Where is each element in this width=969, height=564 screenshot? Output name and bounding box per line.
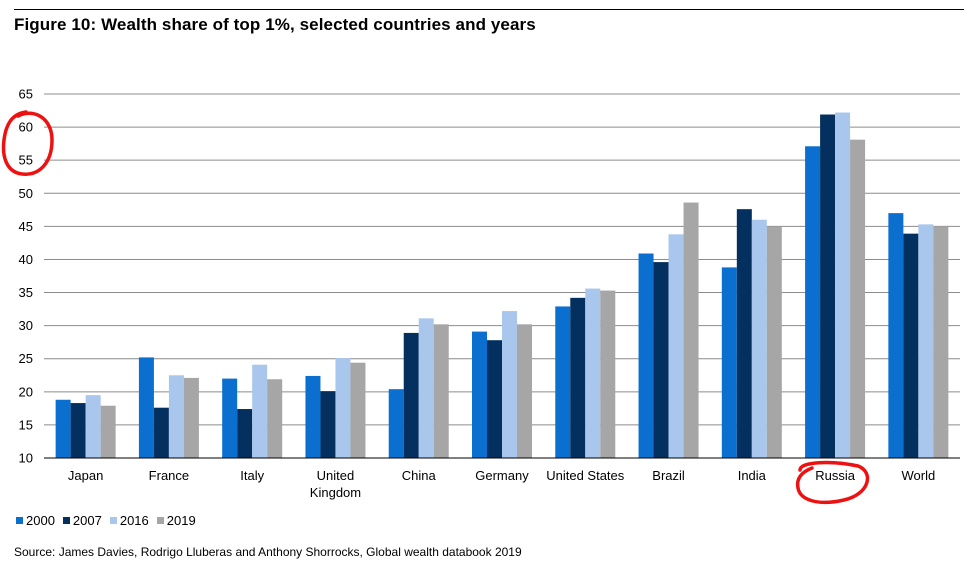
y-tick-label: 20 <box>19 384 33 399</box>
legend-item-2007: 2007 <box>62 513 102 528</box>
legend-label: 2000 <box>26 513 55 528</box>
legend-label: 2016 <box>119 513 149 528</box>
bar-2019-united-states <box>600 290 616 458</box>
bar-2019-russia <box>850 139 866 458</box>
y-axis-ticks: 10 15 20 25 30 35 40 45 50 55 60 65 <box>19 87 33 466</box>
bars <box>55 112 949 459</box>
bar-2016-germany <box>502 311 517 458</box>
bar-2019-world <box>933 226 949 458</box>
bar-2016-united-kingdom <box>335 358 351 458</box>
x-category-label: United States <box>546 468 625 483</box>
bar-2000-italy <box>222 378 238 458</box>
y-tick-label: 55 <box>19 153 33 168</box>
y-tick-label: 45 <box>19 219 33 234</box>
x-category-label: Kingdom <box>310 485 361 500</box>
source-note: Source: James Davies, Rodrigo Lluberas a… <box>14 545 522 559</box>
legend-swatch <box>16 517 23 524</box>
legend-item-2000: 2000 <box>16 513 55 528</box>
y-tick-label: 40 <box>19 252 33 267</box>
legend-item-2019: 2019 <box>156 513 196 528</box>
legend-swatch <box>109 517 117 524</box>
bar-2000-russia <box>805 146 821 458</box>
bar-2007-france <box>153 407 169 458</box>
bar-2016-japan <box>85 395 101 458</box>
bar-2019-japan <box>100 405 116 458</box>
bar-2016-brazil <box>668 234 684 458</box>
y-tick-label: 60 <box>19 120 33 135</box>
y-tick-label: 50 <box>19 186 33 201</box>
x-category-label: Brazil <box>652 468 685 483</box>
bar-2016-italy <box>252 364 268 458</box>
bar-2016-china <box>418 318 434 458</box>
red-circle-annotation-russia <box>795 460 870 505</box>
x-category-label: France <box>149 468 189 483</box>
bar-2007-united-states <box>570 297 586 458</box>
x-axis-labels: Japan France Italy United Kingdom China German… <box>68 468 935 500</box>
x-category-label: United <box>317 468 355 483</box>
x-category-label: Italy <box>240 468 264 483</box>
x-category-label: Germany <box>475 468 529 483</box>
bar-2019-china <box>433 324 449 458</box>
x-category-label: India <box>738 468 767 483</box>
bar-2019-france <box>183 377 199 458</box>
figure-title: Figure 10: Wealth share of top 1%, selec… <box>14 15 536 34</box>
bar-2016-russia <box>835 112 851 458</box>
bar-2000-world <box>888 213 904 458</box>
x-category-label: China <box>402 468 437 483</box>
bar-2007-china <box>403 332 419 458</box>
bar-2007-world <box>903 233 919 458</box>
y-tick-label: 35 <box>19 285 33 300</box>
bar-2016-france <box>168 375 184 458</box>
bar-2000-india <box>721 267 737 458</box>
bar-2000-brazil <box>638 253 654 458</box>
top-rule <box>14 9 964 10</box>
bar-2016-india <box>751 219 767 458</box>
y-tick-label: 15 <box>19 417 33 432</box>
bar-2007-germany <box>487 340 502 458</box>
bar-2000-japan <box>55 399 71 458</box>
legend-label: 2007 <box>72 513 102 528</box>
legend-swatch <box>62 517 70 524</box>
bar-2019-italy <box>267 379 283 458</box>
bar-2019-india <box>766 227 782 458</box>
legend: 2000 2007 2016 2019 <box>16 513 196 528</box>
bar-2007-russia <box>820 114 836 459</box>
y-tick-label: 30 <box>19 318 33 333</box>
red-circle-annotation-yaxis <box>1 110 54 176</box>
x-category-label: World <box>902 468 936 483</box>
y-tick-label: 25 <box>19 351 33 366</box>
x-category-label: Japan <box>68 468 103 483</box>
bar-2007-japan <box>70 403 86 458</box>
y-tick-label: 65 <box>19 87 33 102</box>
legend-item-2016: 2016 <box>109 513 149 528</box>
bar-2007-brazil <box>653 262 669 458</box>
bar-2007-united-kingdom <box>320 391 336 458</box>
bar-2000-france <box>138 357 154 458</box>
bar-2007-india <box>736 209 752 458</box>
bar-2000-germany <box>472 331 487 458</box>
bar-2016-world <box>918 224 934 458</box>
bar-2016-united-states <box>585 288 601 458</box>
y-tick-label: 10 <box>19 451 33 466</box>
bar-2007-italy <box>237 409 253 458</box>
bar-2000-united-kingdom <box>305 375 321 458</box>
bar-2000-china <box>388 389 404 458</box>
bar-2019-brazil <box>683 202 699 458</box>
x-category-label: Russia <box>815 468 856 483</box>
legend-swatch <box>156 517 164 524</box>
bar-2019-germany <box>517 324 532 458</box>
bar-2019-united-kingdom <box>350 362 366 458</box>
bar-2000-united-states <box>555 306 571 458</box>
legend-label: 2019 <box>166 513 196 528</box>
